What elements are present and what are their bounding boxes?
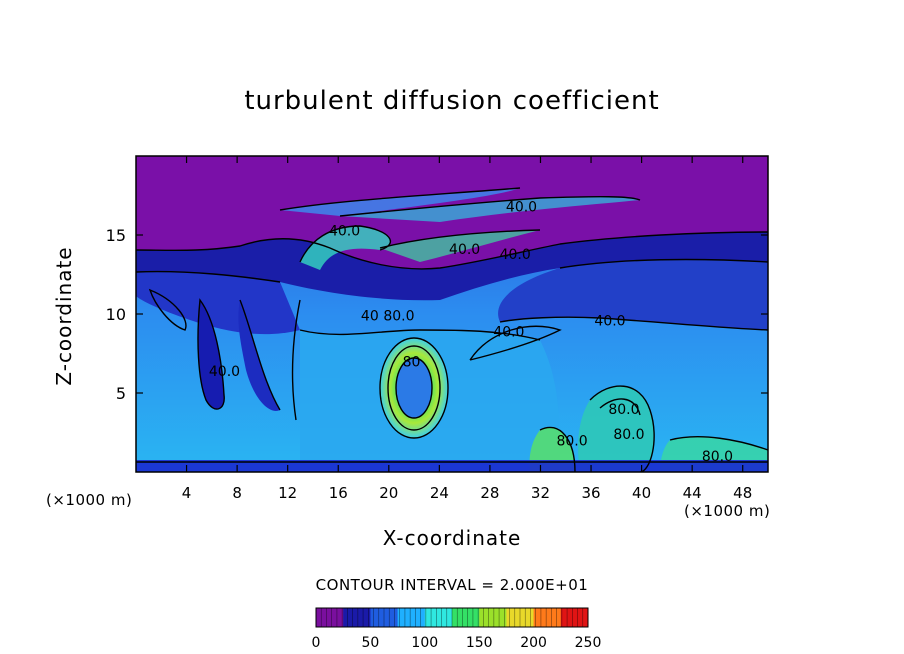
colorbar-tick-label: 50 <box>361 635 379 651</box>
contour-label: 80.0 <box>702 449 733 465</box>
y-tick-label: 15 <box>106 226 126 245</box>
colorbar-segment <box>316 608 344 627</box>
colorbar-segment <box>397 608 426 627</box>
contour-lines <box>136 187 768 472</box>
x-tick-label: 4 <box>182 484 192 502</box>
contour-label: 40.0 <box>506 200 537 216</box>
x-tick-label: 24 <box>430 484 449 502</box>
y-tick-label: 5 <box>116 384 126 403</box>
y-axis-label: Z-coordinate <box>52 246 76 386</box>
colorbar-segment <box>452 608 480 627</box>
colorbar-tick-label: 0 <box>312 635 321 651</box>
chart-title: turbulent diffusion coefficient <box>244 86 660 116</box>
x-tick-label: 48 <box>733 484 752 502</box>
colorbar-tick-label: 150 <box>466 635 493 651</box>
colorbar-tick-label: 200 <box>520 635 547 651</box>
x-tick-label: 44 <box>683 484 702 502</box>
x-tick-label: 28 <box>480 484 499 502</box>
contour-label: 80.0 <box>556 433 587 449</box>
colorbar-segment <box>560 608 589 627</box>
colorbar-segment <box>424 608 453 627</box>
colorbar-segment <box>343 608 371 627</box>
x-tick-label: 16 <box>329 484 348 502</box>
colorbar-segment <box>533 608 562 627</box>
x-tick-label: 8 <box>232 484 242 502</box>
contour-label: 80.0 <box>608 402 639 418</box>
colorbar-tick-label: 100 <box>411 635 438 651</box>
contour-label: 40.0 <box>329 223 360 239</box>
contour-label: 80.0 <box>613 427 644 443</box>
contour-label: 40.0 <box>500 247 531 263</box>
heatmap-field <box>136 156 768 472</box>
colorbar-segment <box>479 608 507 627</box>
contour-label: 80.0 <box>383 309 414 325</box>
contour-label-group: 40.040.040.0 40.040.040.040 80.08040.080.0… <box>209 200 733 466</box>
contour-label: 40.0 <box>209 364 240 380</box>
colorbar-tick-label: 250 <box>575 635 602 651</box>
contour-label: 40.0 <box>449 242 480 258</box>
x-unit-right: (×1000 m) <box>684 502 771 520</box>
contour-label: 40 <box>361 309 379 325</box>
contour-label: 40.0 <box>594 313 625 329</box>
x-unit-left: (×1000 m) <box>46 491 133 509</box>
colorbar <box>315 607 589 628</box>
colorbar-ticks: 0 50 100 150 200 250 <box>312 635 602 651</box>
colorbar-frame <box>315 607 589 628</box>
contour-label: 40.0 <box>493 324 524 340</box>
x-tick-label: 40 <box>632 484 651 502</box>
x-axis-label: X-coordinate <box>382 526 522 550</box>
x-axis: 4 8 12 16 20 24 28 32 36 40 44 48 <box>182 156 752 502</box>
y-tick-label: 10 <box>106 305 126 324</box>
contour-interval: CONTOUR INTERVAL = 2.000E+01 <box>315 576 589 594</box>
x-tick-label: 12 <box>278 484 297 502</box>
y-axis: 5 10 15 <box>106 226 768 403</box>
x-tick-label: 32 <box>531 484 550 502</box>
x-tick-label: 20 <box>379 484 398 502</box>
x-tick-label: 36 <box>581 484 600 502</box>
contour-label: 80 <box>403 354 421 370</box>
